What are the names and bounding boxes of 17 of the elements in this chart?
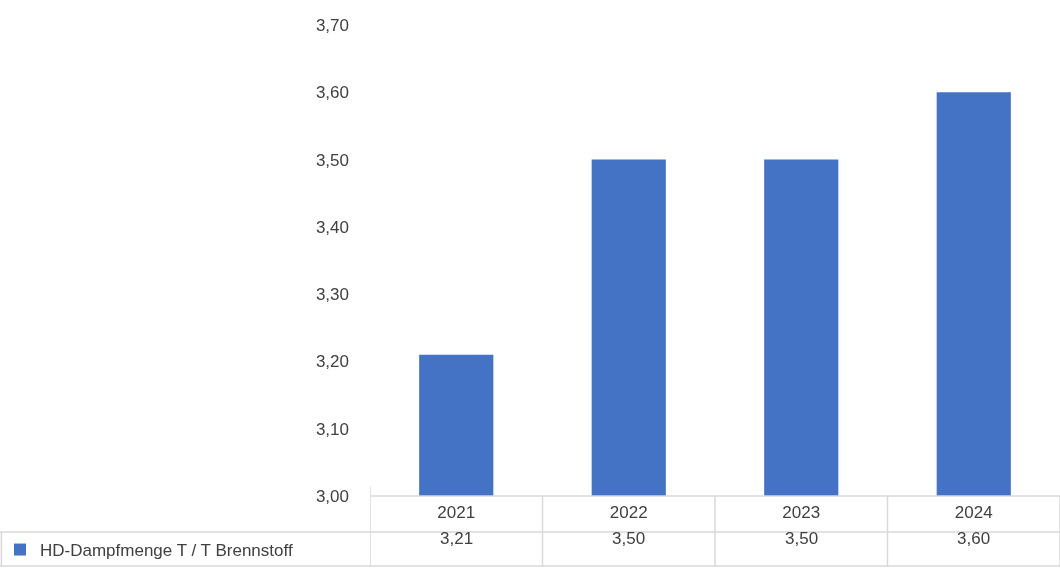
y-tick-label: 3,40	[315, 217, 349, 237]
data-label: 3,21	[440, 529, 474, 548]
legend-label: HD-Dampfmenge T / T Brennstoff	[40, 541, 293, 561]
x-tick-label: 2022	[609, 503, 648, 522]
y-tick-label: 3,20	[315, 352, 349, 372]
y-tick-label: 3,70	[315, 15, 349, 35]
x-tick-label: 2024	[954, 503, 993, 522]
y-tick-label: 3,60	[315, 83, 349, 103]
y-tick-label: 3,10	[315, 419, 349, 439]
y-tick-label: 3,00	[315, 486, 349, 506]
data-label: 3,50	[612, 529, 646, 548]
x-tick-label: 2021	[437, 503, 476, 522]
data-label: 3,50	[785, 529, 819, 548]
y-tick-label: 3,50	[315, 150, 349, 170]
x-tick-label: 2023	[782, 503, 821, 522]
data-label: 3,60	[957, 529, 991, 548]
y-tick-label: 3,30	[315, 285, 349, 305]
